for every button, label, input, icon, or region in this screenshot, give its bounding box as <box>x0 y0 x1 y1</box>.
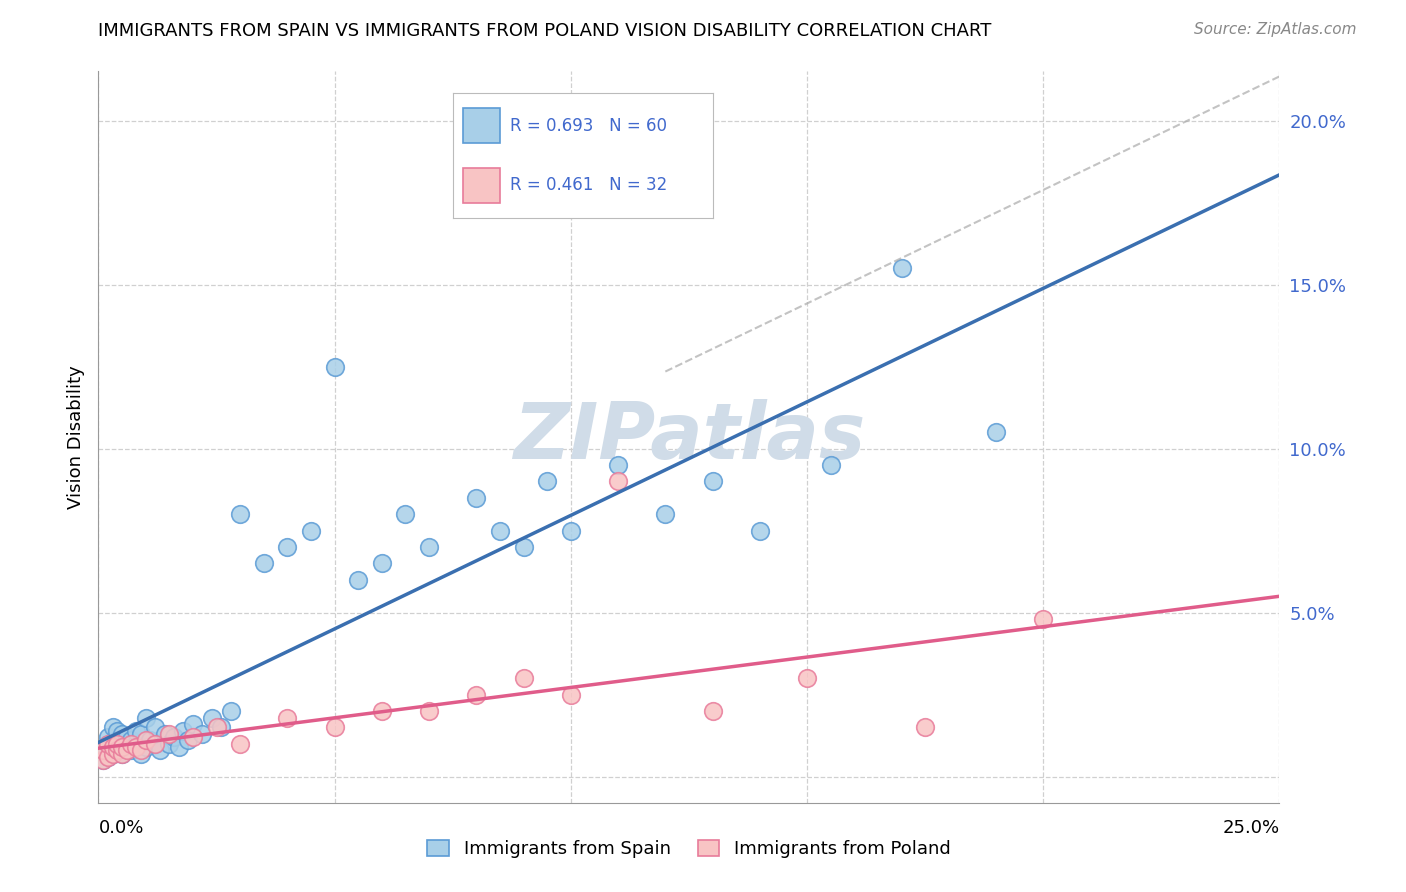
Point <box>512 540 534 554</box>
Text: Source: ZipAtlas.com: Source: ZipAtlas.com <box>1194 22 1357 37</box>
Point <box>125 739 148 754</box>
Point <box>465 688 488 702</box>
Point <box>101 739 124 754</box>
Point <box>820 458 842 472</box>
Point <box>111 747 134 761</box>
Point <box>465 491 488 505</box>
Point <box>654 507 676 521</box>
Point <box>163 730 186 744</box>
Point <box>139 733 162 747</box>
Point <box>418 540 440 554</box>
Point <box>129 747 152 761</box>
Point <box>371 704 394 718</box>
Point <box>125 723 148 738</box>
Point <box>157 727 180 741</box>
Point <box>105 743 128 757</box>
Point <box>135 710 157 724</box>
Point <box>115 743 138 757</box>
Point <box>229 737 252 751</box>
Point <box>91 753 114 767</box>
Point <box>91 743 114 757</box>
Point <box>201 710 224 724</box>
Point <box>219 704 242 718</box>
Point <box>796 671 818 685</box>
Text: ZIPatlas: ZIPatlas <box>513 399 865 475</box>
Point <box>560 524 582 538</box>
Point <box>97 750 120 764</box>
Point <box>702 704 724 718</box>
Point <box>143 737 166 751</box>
Point <box>111 737 134 751</box>
Point <box>323 720 346 734</box>
Point <box>191 727 214 741</box>
Point <box>172 723 194 738</box>
Point <box>125 737 148 751</box>
Point <box>418 704 440 718</box>
Point <box>177 733 200 747</box>
Point <box>111 727 134 741</box>
Text: IMMIGRANTS FROM SPAIN VS IMMIGRANTS FROM POLAND VISION DISABILITY CORRELATION CH: IMMIGRANTS FROM SPAIN VS IMMIGRANTS FROM… <box>98 22 991 40</box>
Point <box>209 720 232 734</box>
Point <box>347 573 370 587</box>
Point <box>914 720 936 734</box>
Point <box>121 737 143 751</box>
Point <box>129 743 152 757</box>
Point <box>702 475 724 489</box>
Point <box>229 507 252 521</box>
Point <box>111 747 134 761</box>
Point <box>91 753 114 767</box>
Point <box>489 524 512 538</box>
Point <box>984 425 1007 439</box>
Point <box>1032 612 1054 626</box>
Point <box>101 747 124 761</box>
Text: 25.0%: 25.0% <box>1222 819 1279 838</box>
Point <box>97 730 120 744</box>
Point <box>121 733 143 747</box>
Point <box>205 720 228 734</box>
Point <box>129 727 152 741</box>
Point <box>135 733 157 747</box>
Text: 0.0%: 0.0% <box>98 819 143 838</box>
Point <box>121 743 143 757</box>
Point <box>181 730 204 744</box>
Point <box>105 723 128 738</box>
Point <box>115 730 138 744</box>
Point <box>157 737 180 751</box>
Point <box>276 710 298 724</box>
Point <box>276 540 298 554</box>
Point <box>512 671 534 685</box>
Point <box>167 739 190 754</box>
Point <box>101 720 124 734</box>
Point <box>105 743 128 757</box>
Point <box>181 717 204 731</box>
Point <box>371 557 394 571</box>
Point <box>111 739 134 754</box>
Point <box>748 524 770 538</box>
Point <box>253 557 276 571</box>
Point <box>323 359 346 374</box>
Point <box>149 743 172 757</box>
Point <box>299 524 322 538</box>
Point <box>143 737 166 751</box>
Point <box>135 739 157 754</box>
Point <box>97 750 120 764</box>
Point <box>105 737 128 751</box>
Y-axis label: Vision Disability: Vision Disability <box>66 365 84 509</box>
Point <box>536 475 558 489</box>
Point <box>97 737 120 751</box>
Point <box>394 507 416 521</box>
Point <box>143 720 166 734</box>
Point <box>97 737 120 751</box>
Point <box>105 733 128 747</box>
Point <box>91 743 114 757</box>
Point <box>607 475 630 489</box>
Legend: Immigrants from Spain, Immigrants from Poland: Immigrants from Spain, Immigrants from P… <box>419 830 959 867</box>
Point <box>153 727 176 741</box>
Point <box>560 688 582 702</box>
Point <box>115 739 138 754</box>
Point <box>101 739 124 754</box>
Point <box>607 458 630 472</box>
Point <box>890 261 912 276</box>
Point <box>101 747 124 761</box>
